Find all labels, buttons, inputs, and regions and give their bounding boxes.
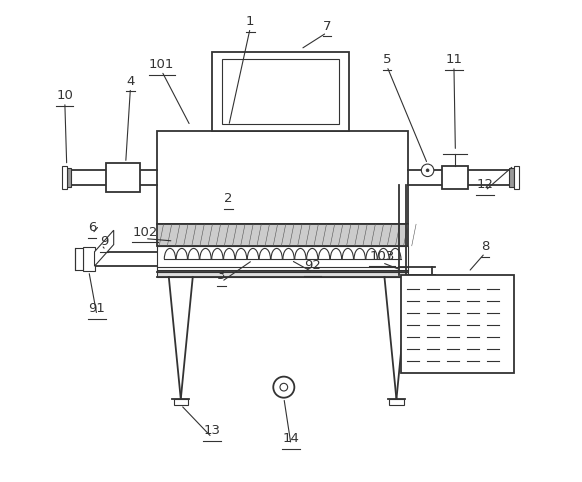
Text: 13: 13	[204, 425, 221, 438]
Circle shape	[426, 169, 429, 172]
Bar	[157, 246, 409, 272]
Text: 3: 3	[217, 269, 226, 282]
Bar	[442, 165, 469, 189]
Bar	[83, 247, 94, 271]
Text: 91: 91	[88, 302, 105, 315]
Bar	[509, 168, 514, 187]
Text: 92: 92	[304, 259, 321, 272]
Bar	[107, 163, 140, 192]
Text: 9: 9	[100, 235, 108, 248]
Polygon shape	[94, 230, 113, 266]
Bar	[62, 165, 67, 189]
Text: 14: 14	[283, 432, 299, 445]
Text: 101: 101	[149, 58, 174, 71]
Bar	[157, 131, 409, 224]
Bar	[222, 59, 339, 123]
Text: 1: 1	[246, 15, 254, 28]
Circle shape	[274, 376, 294, 398]
Bar	[157, 224, 409, 246]
Circle shape	[421, 164, 434, 176]
Text: 103: 103	[370, 250, 395, 263]
Bar	[389, 399, 404, 405]
Text: 7: 7	[322, 20, 331, 33]
Text: 12: 12	[477, 178, 494, 191]
Text: 4: 4	[126, 75, 134, 88]
Bar	[67, 168, 70, 187]
Text: 6: 6	[88, 221, 96, 234]
Text: 5: 5	[382, 53, 391, 66]
Text: 11: 11	[445, 53, 463, 66]
Bar	[173, 399, 188, 405]
Text: 10: 10	[56, 89, 73, 102]
Bar	[75, 248, 83, 269]
Bar	[212, 52, 349, 131]
Bar	[401, 275, 514, 373]
Text: 8: 8	[481, 240, 489, 253]
Text: 2: 2	[225, 192, 233, 205]
Circle shape	[280, 383, 288, 391]
Bar	[157, 272, 409, 277]
Text: 102: 102	[132, 226, 158, 239]
Bar	[514, 165, 519, 189]
